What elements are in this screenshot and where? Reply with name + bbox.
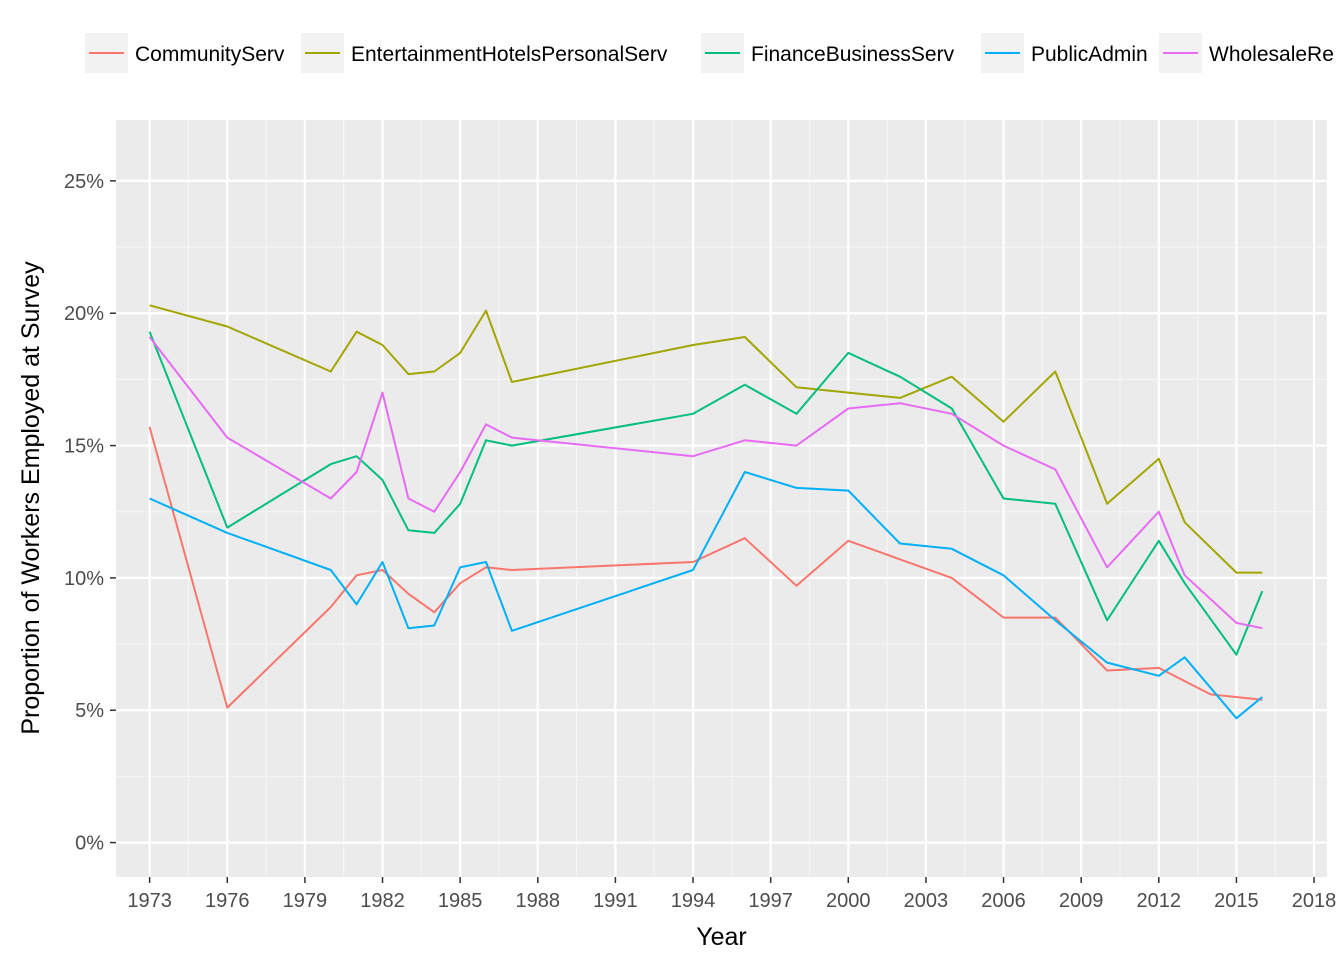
series-line-publicadmin [149, 471, 1263, 720]
x-tick-label: 1994 [671, 890, 716, 912]
grid-minor [116, 120, 1327, 877]
x-tick-label: 1985 [438, 890, 483, 912]
x-axis-title: Year [696, 923, 747, 951]
legend-label-communityserv: CommunityServ [135, 43, 285, 66]
series-line-entertainmenthotelspersonalserv [149, 304, 1263, 574]
legend-label-wholesalere: WholesaleRe [1209, 43, 1334, 66]
legend-label-entertainmenthotelspersonalserv: EntertainmentHotelsPersonalServ [351, 43, 668, 66]
x-axis: 1973 1976 1979 1982 1985 1988 1991 1994 1997 2000… [127, 877, 1336, 912]
series-line-communityserv [148, 426, 1263, 709]
legend: CommunityServ EntertainmentHotelsPersonal… [85, 33, 1334, 73]
x-tick-label: 1988 [516, 890, 561, 912]
series-lines [148, 304, 1264, 720]
x-tick-label: 2003 [904, 890, 949, 912]
x-tick-label: 1991 [593, 890, 638, 912]
x-tick-label: 1979 [283, 890, 328, 912]
y-tick-label: 20% [64, 303, 104, 325]
y-tick-label: 25% [64, 171, 104, 193]
series-line-financebusinessserv [148, 331, 1264, 656]
y-axis: 0% 5% 10% 15% 20% 25% [64, 171, 116, 855]
x-tick-label: 2000 [826, 890, 871, 912]
x-tick-label: 1976 [205, 890, 250, 912]
plot-panel [116, 120, 1327, 877]
legend-label-financebusinessserv: FinanceBusinessServ [751, 43, 955, 66]
x-tick-label: 2018 [1292, 890, 1337, 912]
x-tick-label: 1997 [748, 890, 793, 912]
legend-label-publicadmin: PublicAdmin [1031, 43, 1148, 66]
y-tick-label: 0% [75, 833, 104, 855]
x-tick-label: 2006 [981, 890, 1026, 912]
x-tick-label: 1982 [360, 890, 405, 912]
y-tick-label: 5% [75, 700, 104, 722]
grid-major [116, 120, 1327, 877]
y-tick-label: 10% [64, 568, 104, 590]
y-axis-title: Proportion of Workers Employed at Survey [17, 261, 45, 735]
y-tick-label: 15% [64, 436, 104, 458]
x-tick-label: 2009 [1059, 890, 1104, 912]
x-tick-label: 2015 [1214, 890, 1259, 912]
series-line-wholesalere [148, 336, 1263, 630]
x-tick-label: 1973 [127, 890, 172, 912]
x-tick-label: 2012 [1137, 890, 1182, 912]
